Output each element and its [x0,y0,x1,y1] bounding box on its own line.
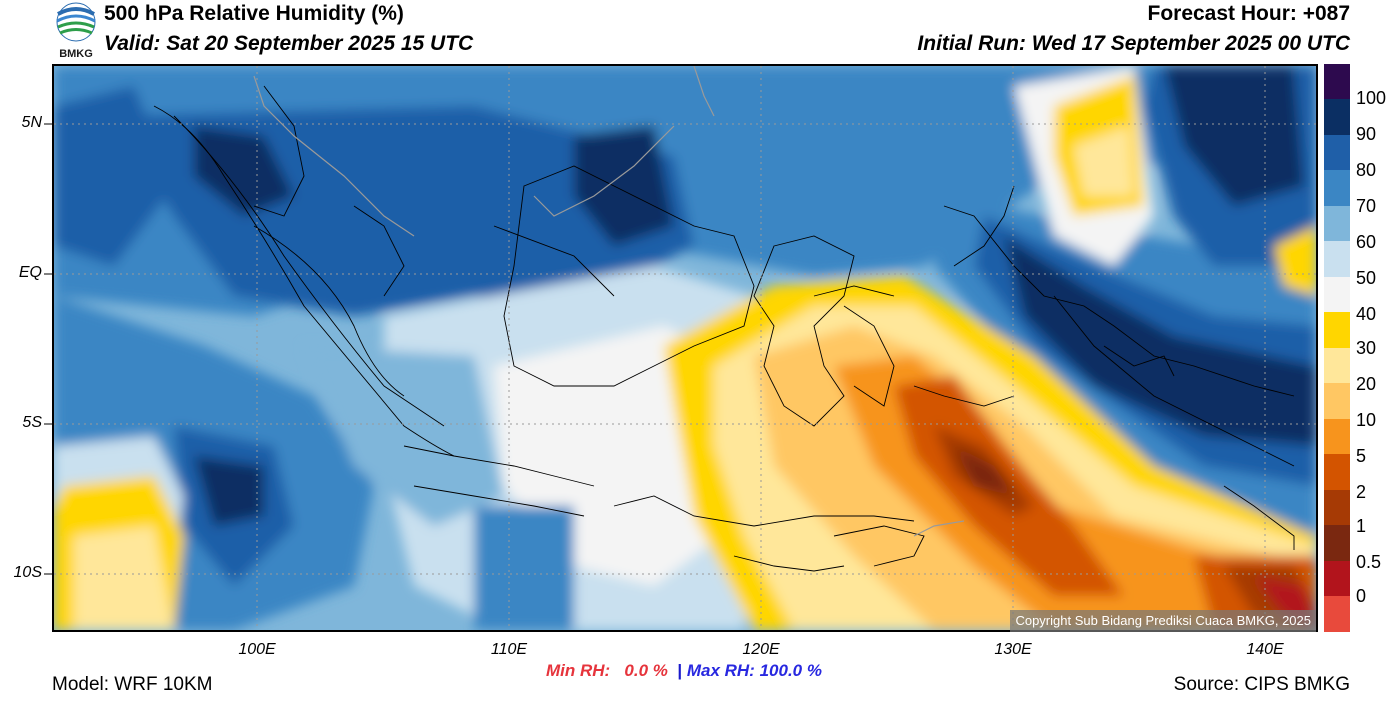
colorbar-label: 50 [1356,268,1377,288]
colorbar-segment [1324,277,1350,312]
lon-label-110e: 110E [490,641,528,658]
forecast-hour: Forecast Hour: +087 [1147,2,1351,25]
colorbar-label: 60 [1356,232,1377,252]
data-source: Source: CIPS BMKG [1173,674,1350,695]
min-rh-label: Min RH: [546,661,611,680]
colorbar-segment [1324,170,1350,206]
borders [253,66,965,537]
bmkg-logo: BMKG [52,2,100,60]
colorbar-segment [1324,383,1350,419]
max-rh-value: 100.0 % [759,661,822,680]
colorbar-segment [1324,525,1350,561]
valid-time: Valid: Sat 20 September 2025 15 UTC [104,32,474,55]
colorbar-segment [1324,64,1350,99]
coastlines [153,85,1295,572]
colorbar-label: 80 [1356,160,1377,180]
rh-stats: Min RH: 0.0 % | Max RH: 100.0 % [546,661,822,681]
colorbar-label: 0.5 [1356,552,1382,572]
colorbar-label: 90 [1356,124,1377,144]
colorbar-label: 10 [1356,410,1377,430]
lat-label-10s: 10S [13,564,42,581]
colorbar-segment [1324,312,1350,348]
copyright-notice: Copyright Sub Bidang Prediksi Cuaca BMKG… [1010,610,1316,632]
colorbar-label: 100 [1356,88,1387,108]
lon-label-130e: 130E [994,641,1032,658]
lon-label-100e: 100E [238,641,276,658]
colorbar-segment [1324,99,1350,135]
colorbar-label: 30 [1356,338,1377,358]
colorbar-segment [1324,419,1350,454]
colorbar-label: 1 [1356,516,1367,536]
colorbar-label: 5 [1356,446,1367,466]
colorbar-segment [1324,454,1350,490]
colorbar-label: 20 [1356,374,1377,394]
lon-label-120e: 120E [742,641,780,658]
lon-label-140e: 140E [1246,641,1284,658]
graticule [54,66,1316,630]
stats-separator: | [677,661,683,680]
colorbar-label: 40 [1356,304,1377,324]
humidity-map [52,64,1318,632]
colorbar-segment [1324,561,1350,596]
colorbar-segment [1324,241,1350,277]
lat-ticks [44,123,53,575]
model-name: Model: WRF 10KM [52,674,213,695]
logo-text: BMKG [59,48,93,60]
lat-label-5s: 5S [22,414,42,431]
colorbar-segment [1324,596,1350,632]
map-title: 500 hPa Relative Humidity (%) [104,2,404,25]
colorbar [1324,64,1350,632]
colorbar-label: 0 [1356,586,1367,606]
initial-run: Initial Run: Wed 17 September 2025 00 UT… [917,32,1350,55]
lat-label-eq: EQ [18,264,42,281]
humidity-field [54,66,1316,630]
colorbar-segment [1324,135,1350,170]
colorbar-label: 2 [1356,482,1367,502]
lat-label-5n: 5N [21,114,42,131]
colorbar-label: 70 [1356,196,1377,216]
colorbar-segment [1324,206,1350,241]
colorbar-segment [1324,490,1350,525]
max-rh-label: Max RH: [686,661,755,680]
min-rh-value: 0.0 % [624,661,668,680]
colorbar-segment [1324,348,1350,383]
